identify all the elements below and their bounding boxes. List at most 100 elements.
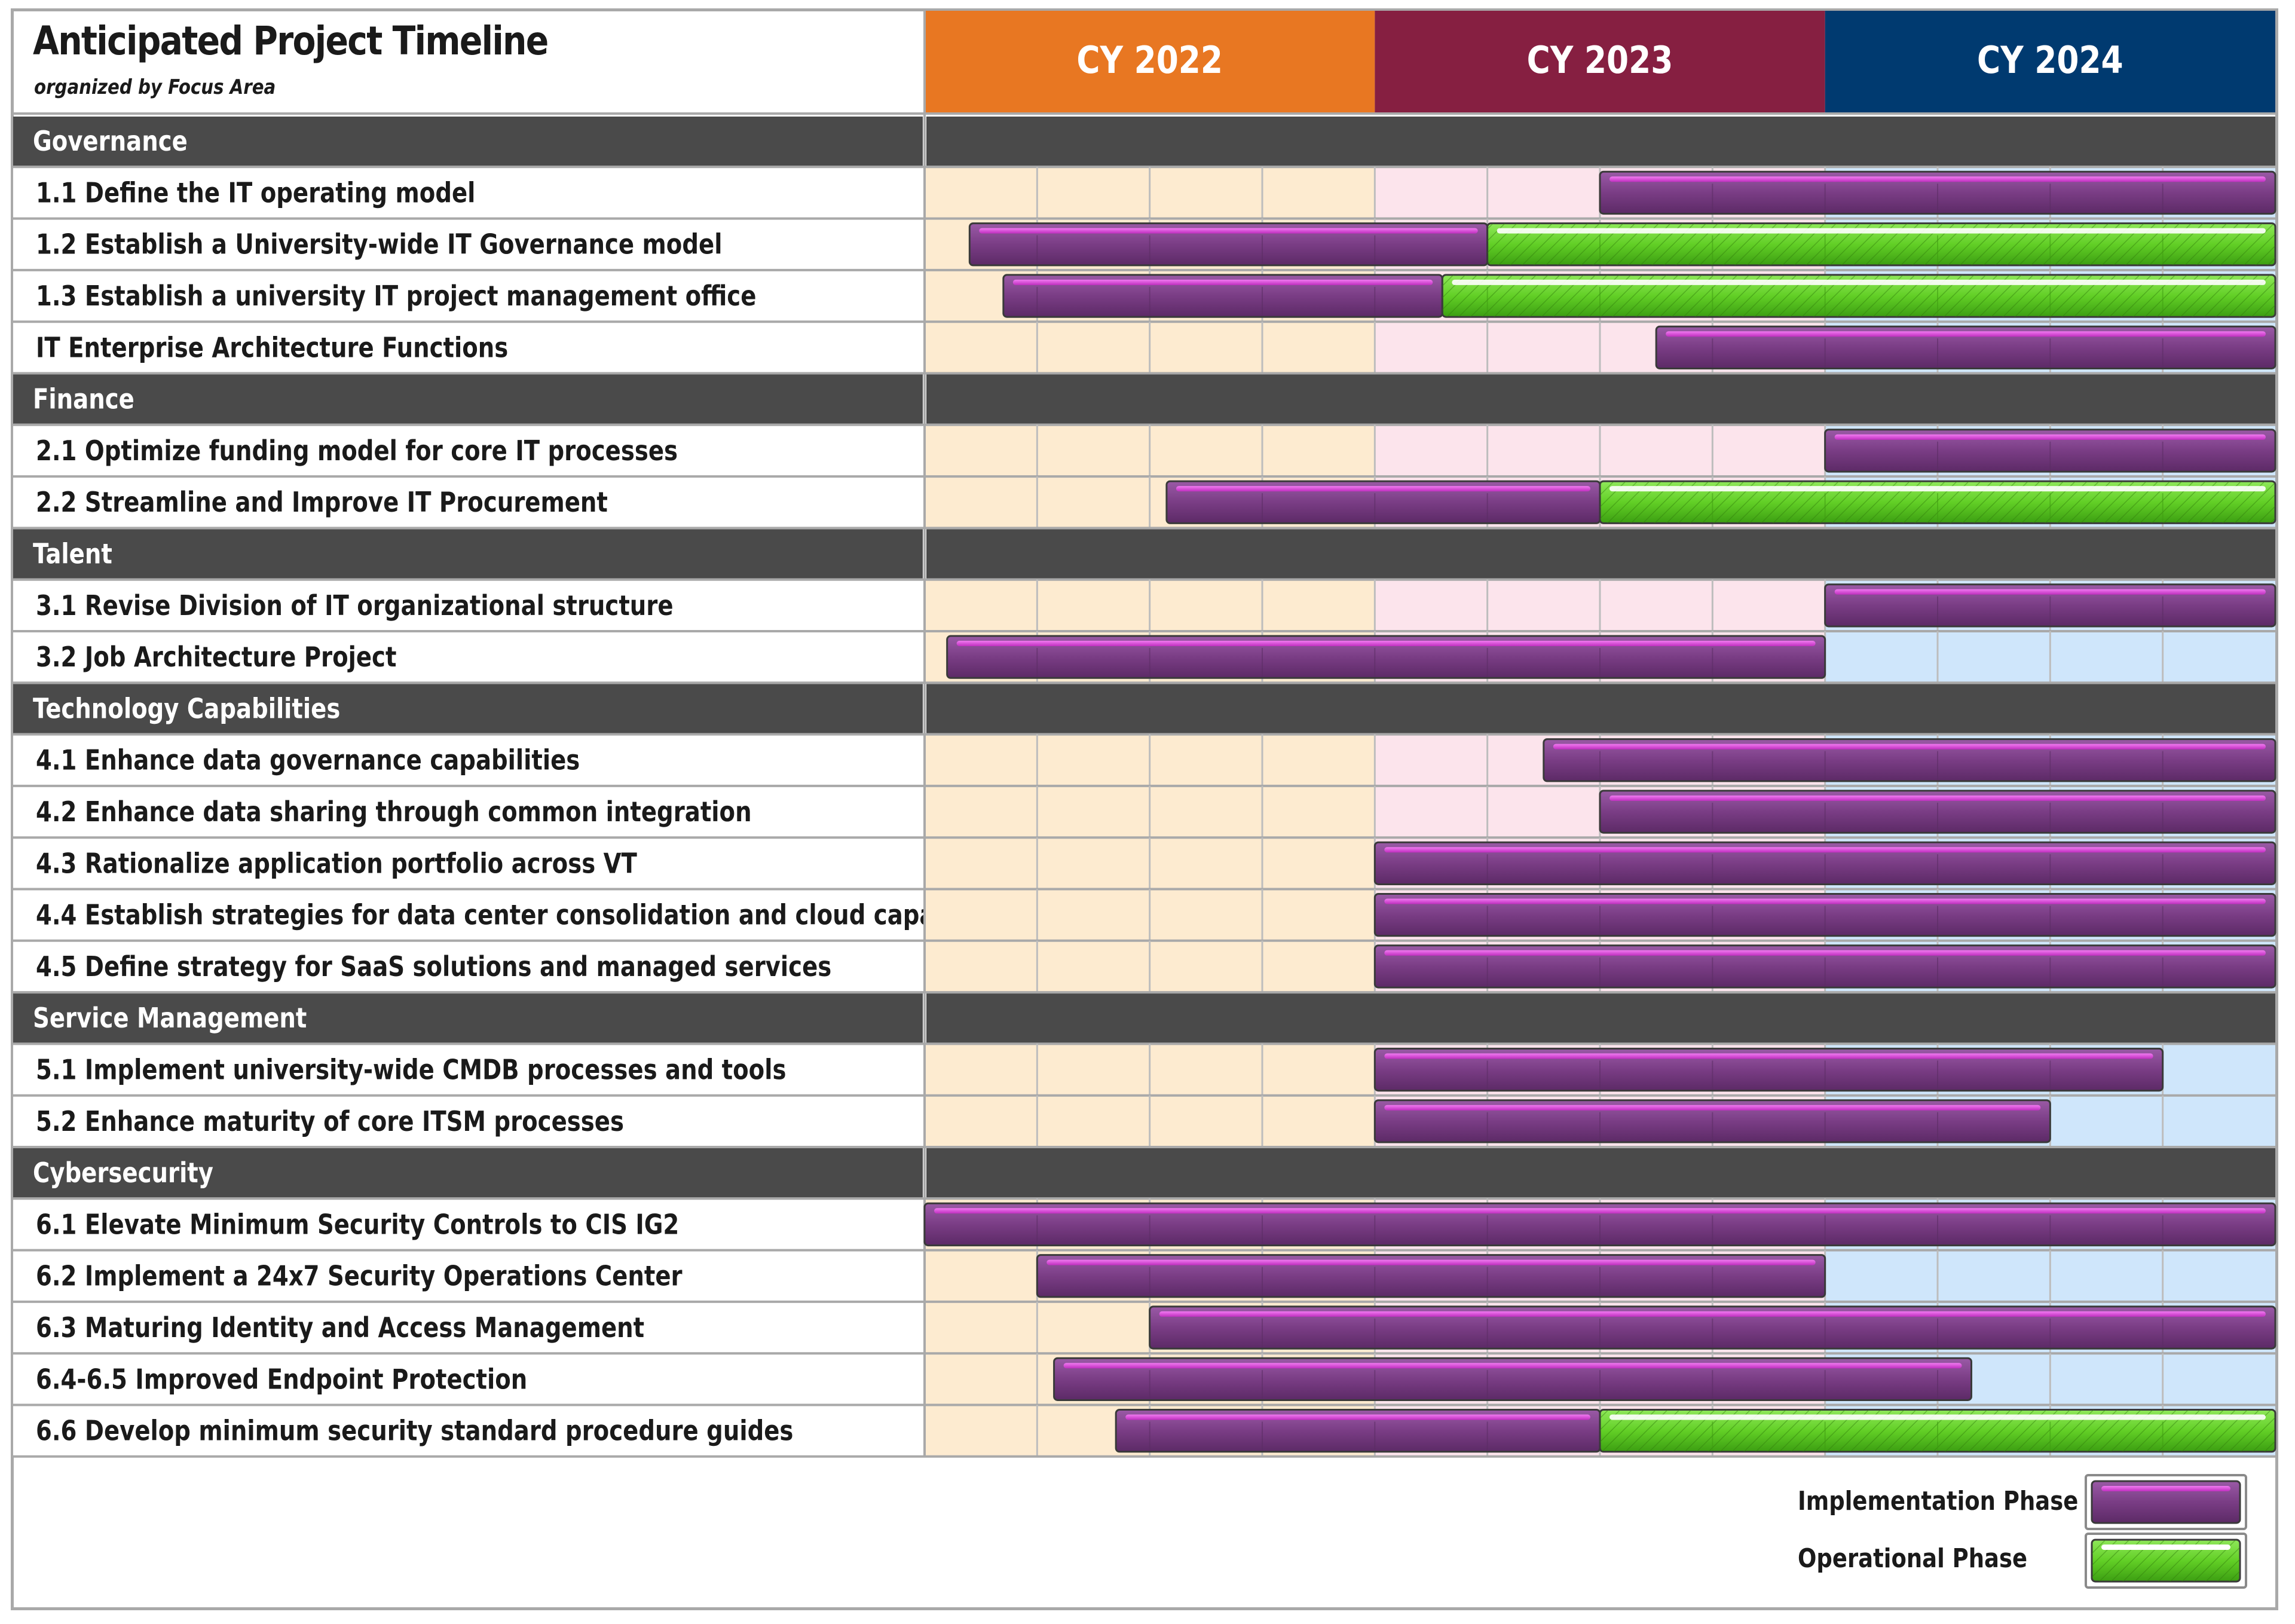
- quarter-cell: [1262, 322, 1375, 374]
- task-label: IT Enterprise Architecture Functions: [36, 332, 508, 364]
- task-label-cell: [13, 1353, 925, 1405]
- section-label: Talent: [33, 539, 112, 570]
- quarter-cell: [1149, 424, 1262, 477]
- section-header: [13, 684, 923, 733]
- quarter-cell: [2050, 1353, 2163, 1405]
- quarter-cell: [925, 1044, 1038, 1096]
- quarter-cell: [2162, 631, 2275, 683]
- quarter-cell: [925, 476, 1038, 528]
- quarter-cell: [1037, 837, 1150, 889]
- task-label-cell: [13, 322, 925, 374]
- quarter-cell: [1037, 785, 1150, 838]
- task-label: 6.3 Maturing Identity and Access Managem…: [36, 1313, 644, 1344]
- task-label: 4.1 Enhance data governance capabilities: [36, 745, 580, 777]
- year-label: CY 2023: [1527, 38, 1673, 82]
- task-label: 4.2 Enhance data sharing through common …: [36, 797, 752, 828]
- quarter-cell: [925, 1353, 1038, 1405]
- quarter-cell: [1037, 322, 1150, 374]
- implementation-bar: [1824, 583, 2276, 628]
- quarter-cell: [1938, 1250, 2051, 1302]
- quarter-cell: [1149, 1044, 1262, 1096]
- section-band: [926, 117, 2275, 166]
- quarter-cell: [1149, 837, 1262, 889]
- section-band: [926, 374, 2275, 424]
- legend-swatch-operational: [2085, 1533, 2247, 1589]
- legend-layer: [2085, 1474, 2247, 1589]
- task-label: 1.2 Establish a University-wide IT Gover…: [36, 230, 722, 261]
- quarter-cell: [1487, 322, 1600, 374]
- implementation-bar: [1053, 1357, 1972, 1401]
- section-header: [13, 117, 923, 166]
- quarter-cell: [925, 940, 1038, 993]
- section-band: [926, 993, 2275, 1043]
- quarter-cell: [1262, 734, 1375, 786]
- quarter-cell: [1037, 1044, 1150, 1096]
- task-label: 4.3 Rationalize application portfolio ac…: [36, 848, 637, 880]
- quarter-cell: [1262, 579, 1375, 631]
- task-label-cell: [13, 1301, 925, 1354]
- quarter-cell: [1375, 322, 1488, 374]
- quarter-cell: [925, 734, 1038, 786]
- section-label: Technology Capabilities: [33, 693, 340, 725]
- task-label: 4.5 Define strategy for SaaS solutions a…: [36, 952, 831, 983]
- implementation-bar: [1655, 325, 2276, 370]
- quarter-cell: [2162, 1095, 2275, 1147]
- task-label: 2.1 Optimize funding model for core IT p…: [36, 436, 678, 467]
- task-label: 4.4 Establish strategies for data center…: [36, 900, 1024, 932]
- task-label: 3.1 Revise Division of IT organizational…: [36, 591, 674, 622]
- quarter-cell: [1149, 734, 1262, 786]
- implementation-bar: [1002, 274, 1443, 318]
- section-header: [13, 529, 923, 579]
- quarter-cell: [925, 1301, 1038, 1354]
- quarter-cell: [1375, 424, 1488, 477]
- quarter-cell: [1262, 167, 1375, 219]
- year-label: CY 2024: [1977, 38, 2123, 82]
- year-header-cy-2024: [1825, 11, 2275, 114]
- quarter-cell: [1149, 940, 1262, 993]
- quarter-cell: [2050, 1095, 2163, 1147]
- operational-bar: [1441, 274, 2276, 318]
- task-label: 1.3 Establish a university IT project ma…: [36, 281, 756, 313]
- title-block: Anticipated Project Timeline organized b…: [33, 18, 917, 108]
- bars-layer: [923, 170, 2276, 1453]
- implementation-bar: [1543, 738, 2276, 782]
- legend-label-operational: Operational Phase: [1798, 1543, 2028, 1574]
- quarter-cell: [1149, 785, 1262, 838]
- task-label: 5.2 Enhance maturity of core ITSM proces…: [36, 1106, 624, 1138]
- quarter-cell: [1037, 1095, 1150, 1147]
- implementation-bar: [1599, 790, 2276, 834]
- section-label: Cybersecurity: [33, 1158, 213, 1189]
- quarter-cell: [2050, 631, 2163, 683]
- task-label-cell: [13, 579, 925, 631]
- page-subtitle: organized by Focus Area: [34, 75, 276, 99]
- legend-label-implementation: Implementation Phase: [1798, 1486, 2079, 1516]
- task-label-cell: [13, 1405, 925, 1457]
- section-band: [926, 684, 2275, 733]
- task-label: 6.2 Implement a 24x7 Security Operations…: [36, 1261, 683, 1293]
- quarter-cell: [1262, 424, 1375, 477]
- quarter-cell: [1825, 631, 1938, 683]
- section-label: Governance: [33, 126, 188, 158]
- implementation-bar: [1373, 1047, 2164, 1092]
- quarter-cell: [1262, 837, 1375, 889]
- quarter-cell: [1712, 424, 1825, 477]
- quarter-cell: [1375, 167, 1488, 219]
- quarter-cell: [1262, 940, 1375, 993]
- quarter-cell: [1149, 889, 1262, 941]
- task-label-cell: [13, 1044, 925, 1096]
- quarter-cell: [1262, 1044, 1375, 1096]
- implementation-bar: [1373, 893, 2276, 937]
- quarter-cell: [1037, 167, 1150, 219]
- quarter-cell: [1487, 579, 1600, 631]
- quarter-cell: [2162, 1044, 2275, 1096]
- quarter-cell: [1262, 889, 1375, 941]
- implementation-bar: [1115, 1409, 1601, 1453]
- implementation-bar: [1165, 480, 1601, 524]
- task-label-cell: [13, 1095, 925, 1147]
- task-label: 2.2 Streamline and Improve IT Procuremen…: [36, 487, 608, 519]
- quarter-cell: [1149, 1095, 1262, 1147]
- implementation-bar: [1373, 944, 2276, 989]
- quarter-cell: [925, 785, 1038, 838]
- implementation-bar: [1373, 841, 2276, 885]
- implementation-bar: [1824, 429, 2276, 473]
